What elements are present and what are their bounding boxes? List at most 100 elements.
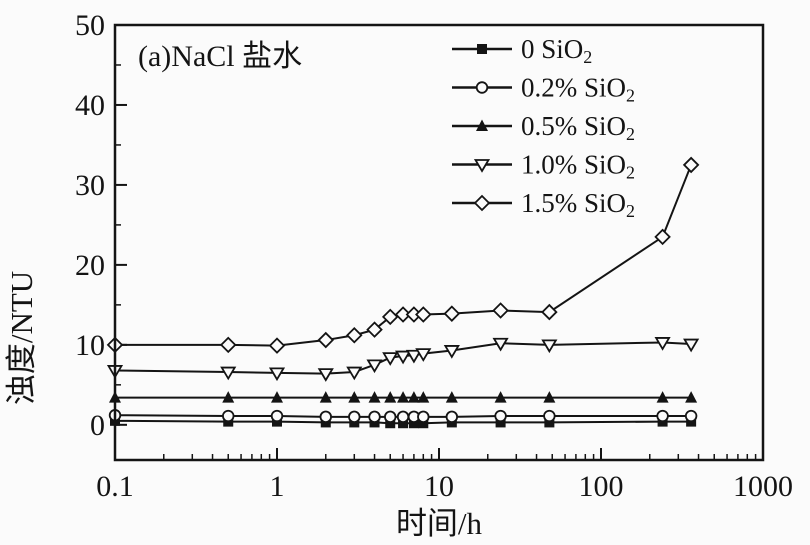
series-circle-open (108, 409, 698, 424)
x-tick-label: 1000 (733, 470, 793, 503)
triangle-up-filled-marker (543, 391, 556, 403)
triangle-up-filled-marker (476, 119, 488, 131)
legend-entry-4: 1.0% SiO2 (452, 150, 635, 183)
legend-entry-2: 0.2% SiO2 (452, 73, 635, 106)
y-tick-label: 10 (75, 329, 105, 362)
diamond-open-marker (492, 302, 509, 319)
y-tick-label: 40 (75, 89, 105, 122)
legend-label-subscript: 2 (583, 47, 592, 67)
legend-label-subscript: 2 (626, 124, 635, 144)
triangle-down-open-marker (268, 367, 286, 382)
circle-open-marker (396, 410, 410, 424)
triangle-down-open-marker (394, 350, 412, 365)
triangle-up-filled-marker (494, 391, 507, 403)
diamond-open-marker (317, 331, 335, 349)
circle-open-marker (417, 410, 430, 424)
circle-open-marker (494, 409, 507, 423)
square-filled-marker (477, 44, 487, 54)
triangle-down-open-marker (346, 366, 363, 381)
legend-entry-3: 0.5% SiO2 (452, 111, 635, 144)
diamond-open-marker (682, 156, 700, 174)
x-tick-label: 1 (270, 470, 285, 503)
triangle-up-filled-marker (319, 391, 332, 403)
triangle-up-filled-marker (407, 391, 420, 403)
square-filled-marker (544, 417, 555, 428)
circle-open-marker (656, 409, 669, 423)
triangle-up-filled-marker (445, 391, 458, 403)
panel-annotation: (a)NaCl 盐水 (138, 40, 302, 73)
circle-open-marker (222, 409, 235, 423)
triangle-up-filled-marker (368, 391, 381, 403)
triangle-down-open-marker (473, 159, 491, 173)
circle-open-marker (684, 409, 698, 423)
triangle-down-open-marker (443, 345, 460, 359)
triangle-up-filled-marker (656, 391, 669, 403)
diamond-open-marker (394, 306, 412, 323)
y-tick-label: 0 (90, 409, 105, 442)
circle-open-marker (445, 410, 459, 424)
diamond-open-marker (219, 336, 237, 354)
triangle-down-open-marker (317, 368, 334, 382)
triangle-down-open-marker (405, 349, 422, 364)
x-tick-label: 100 (579, 470, 624, 503)
series-diamond-open (106, 156, 700, 354)
triangle-down-open-marker (382, 352, 399, 366)
triangle-down-open-marker (366, 359, 383, 374)
y-axis-label: 浊度/NTU (4, 271, 39, 405)
triangle-up-filled-marker (685, 391, 698, 403)
diamond-open-marker (366, 321, 383, 338)
y-tick-label: 50 (75, 9, 105, 42)
diamond-open-marker (654, 228, 671, 246)
legend-label: 0.5% SiO2 (521, 111, 635, 144)
legend-label: 1.0% SiO2 (521, 150, 635, 183)
legend-label: 1.5% SiO2 (521, 188, 635, 221)
circle-open-marker (319, 410, 332, 424)
circle-open-marker (475, 81, 489, 94)
series-triangle-down-open (106, 337, 700, 382)
diamond-open-marker (415, 306, 432, 323)
plot-area: 0.1 1 10 100 1000 0 10 20 30 40 50 0 SiO2 0.2% SiO2 0… (75, 9, 793, 503)
plot-border (113, 23, 765, 462)
triangle-up-filled-marker (348, 391, 361, 403)
diamond-open-marker (443, 305, 461, 322)
series-triangle-up-filled (109, 391, 698, 403)
y-tick-label: 20 (75, 249, 105, 282)
triangle-up-filled-marker (397, 391, 410, 403)
square-filled-marker (385, 418, 396, 429)
legend-label: 0 SiO2 (521, 34, 592, 67)
legend-label-subscript: 2 (626, 201, 635, 221)
triangle-down-open-marker (541, 339, 558, 354)
legend-label-subscript: 2 (626, 163, 635, 183)
square-filled-marker (408, 418, 419, 429)
triangle-up-filled-marker (384, 391, 397, 403)
legend-label: 0.2% SiO2 (521, 73, 635, 106)
circle-open-marker (543, 409, 556, 423)
diamond-open-marker (541, 303, 558, 321)
diamond-open-marker (346, 326, 363, 344)
triangle-up-filled-marker (271, 391, 283, 403)
square-filled-marker (398, 418, 409, 429)
legend-label-subscript: 2 (626, 86, 635, 106)
triangle-down-open-marker (415, 348, 432, 362)
diamond-open-marker (473, 194, 491, 212)
legend-entry-1: 0 SiO2 (452, 34, 592, 67)
legend-entry-5: 1.5% SiO2 (452, 188, 635, 221)
x-tick-label: 10 (424, 470, 454, 503)
x-axis-label: 时间/h (396, 506, 483, 541)
triangle-up-filled-marker (417, 391, 430, 403)
triangle-down-open-marker (683, 338, 700, 353)
circle-open-marker (368, 410, 381, 424)
triangle-down-open-marker (492, 337, 509, 352)
circle-open-marker (348, 410, 361, 424)
square-filled-marker (495, 417, 506, 428)
circle-open-marker (270, 409, 284, 423)
x-tick-label: 0.1 (96, 470, 134, 503)
triangle-down-open-marker (654, 337, 671, 351)
triangle-up-filled-marker (222, 391, 235, 403)
circle-open-marker (384, 410, 397, 424)
diamond-open-marker (268, 337, 286, 354)
y-tick-label: 30 (75, 169, 105, 202)
triangle-down-open-marker (220, 366, 237, 381)
